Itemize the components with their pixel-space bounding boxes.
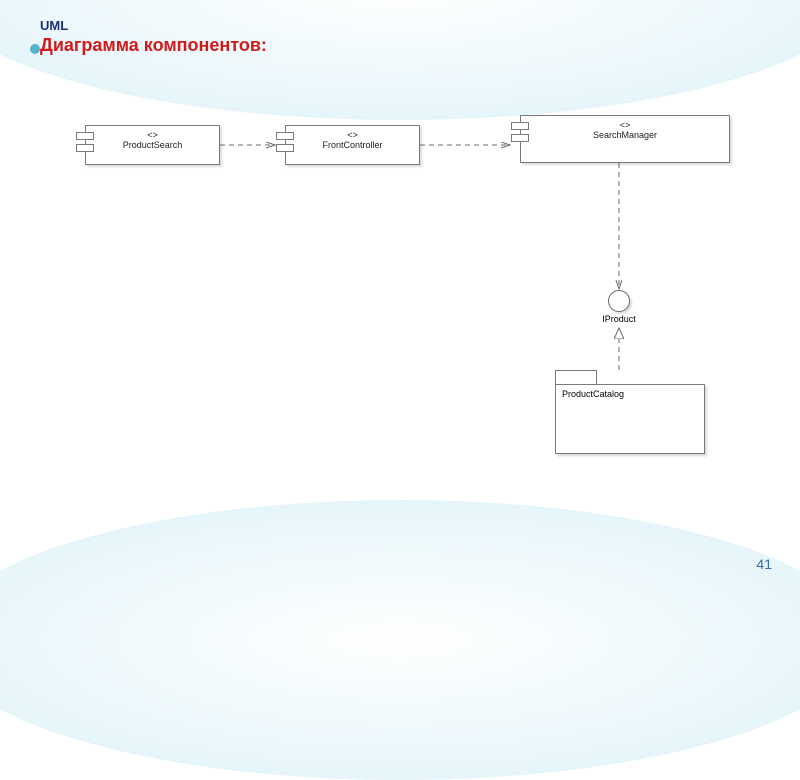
connectors-layer: [0, 0, 800, 600]
page-number: 41: [756, 556, 772, 572]
main-title: Диаграмма компонентов:: [40, 35, 267, 56]
small-title: UML: [40, 18, 267, 33]
bullet-icon: [30, 44, 40, 54]
slide-header: UML Диаграмма компонентов:: [40, 18, 267, 56]
